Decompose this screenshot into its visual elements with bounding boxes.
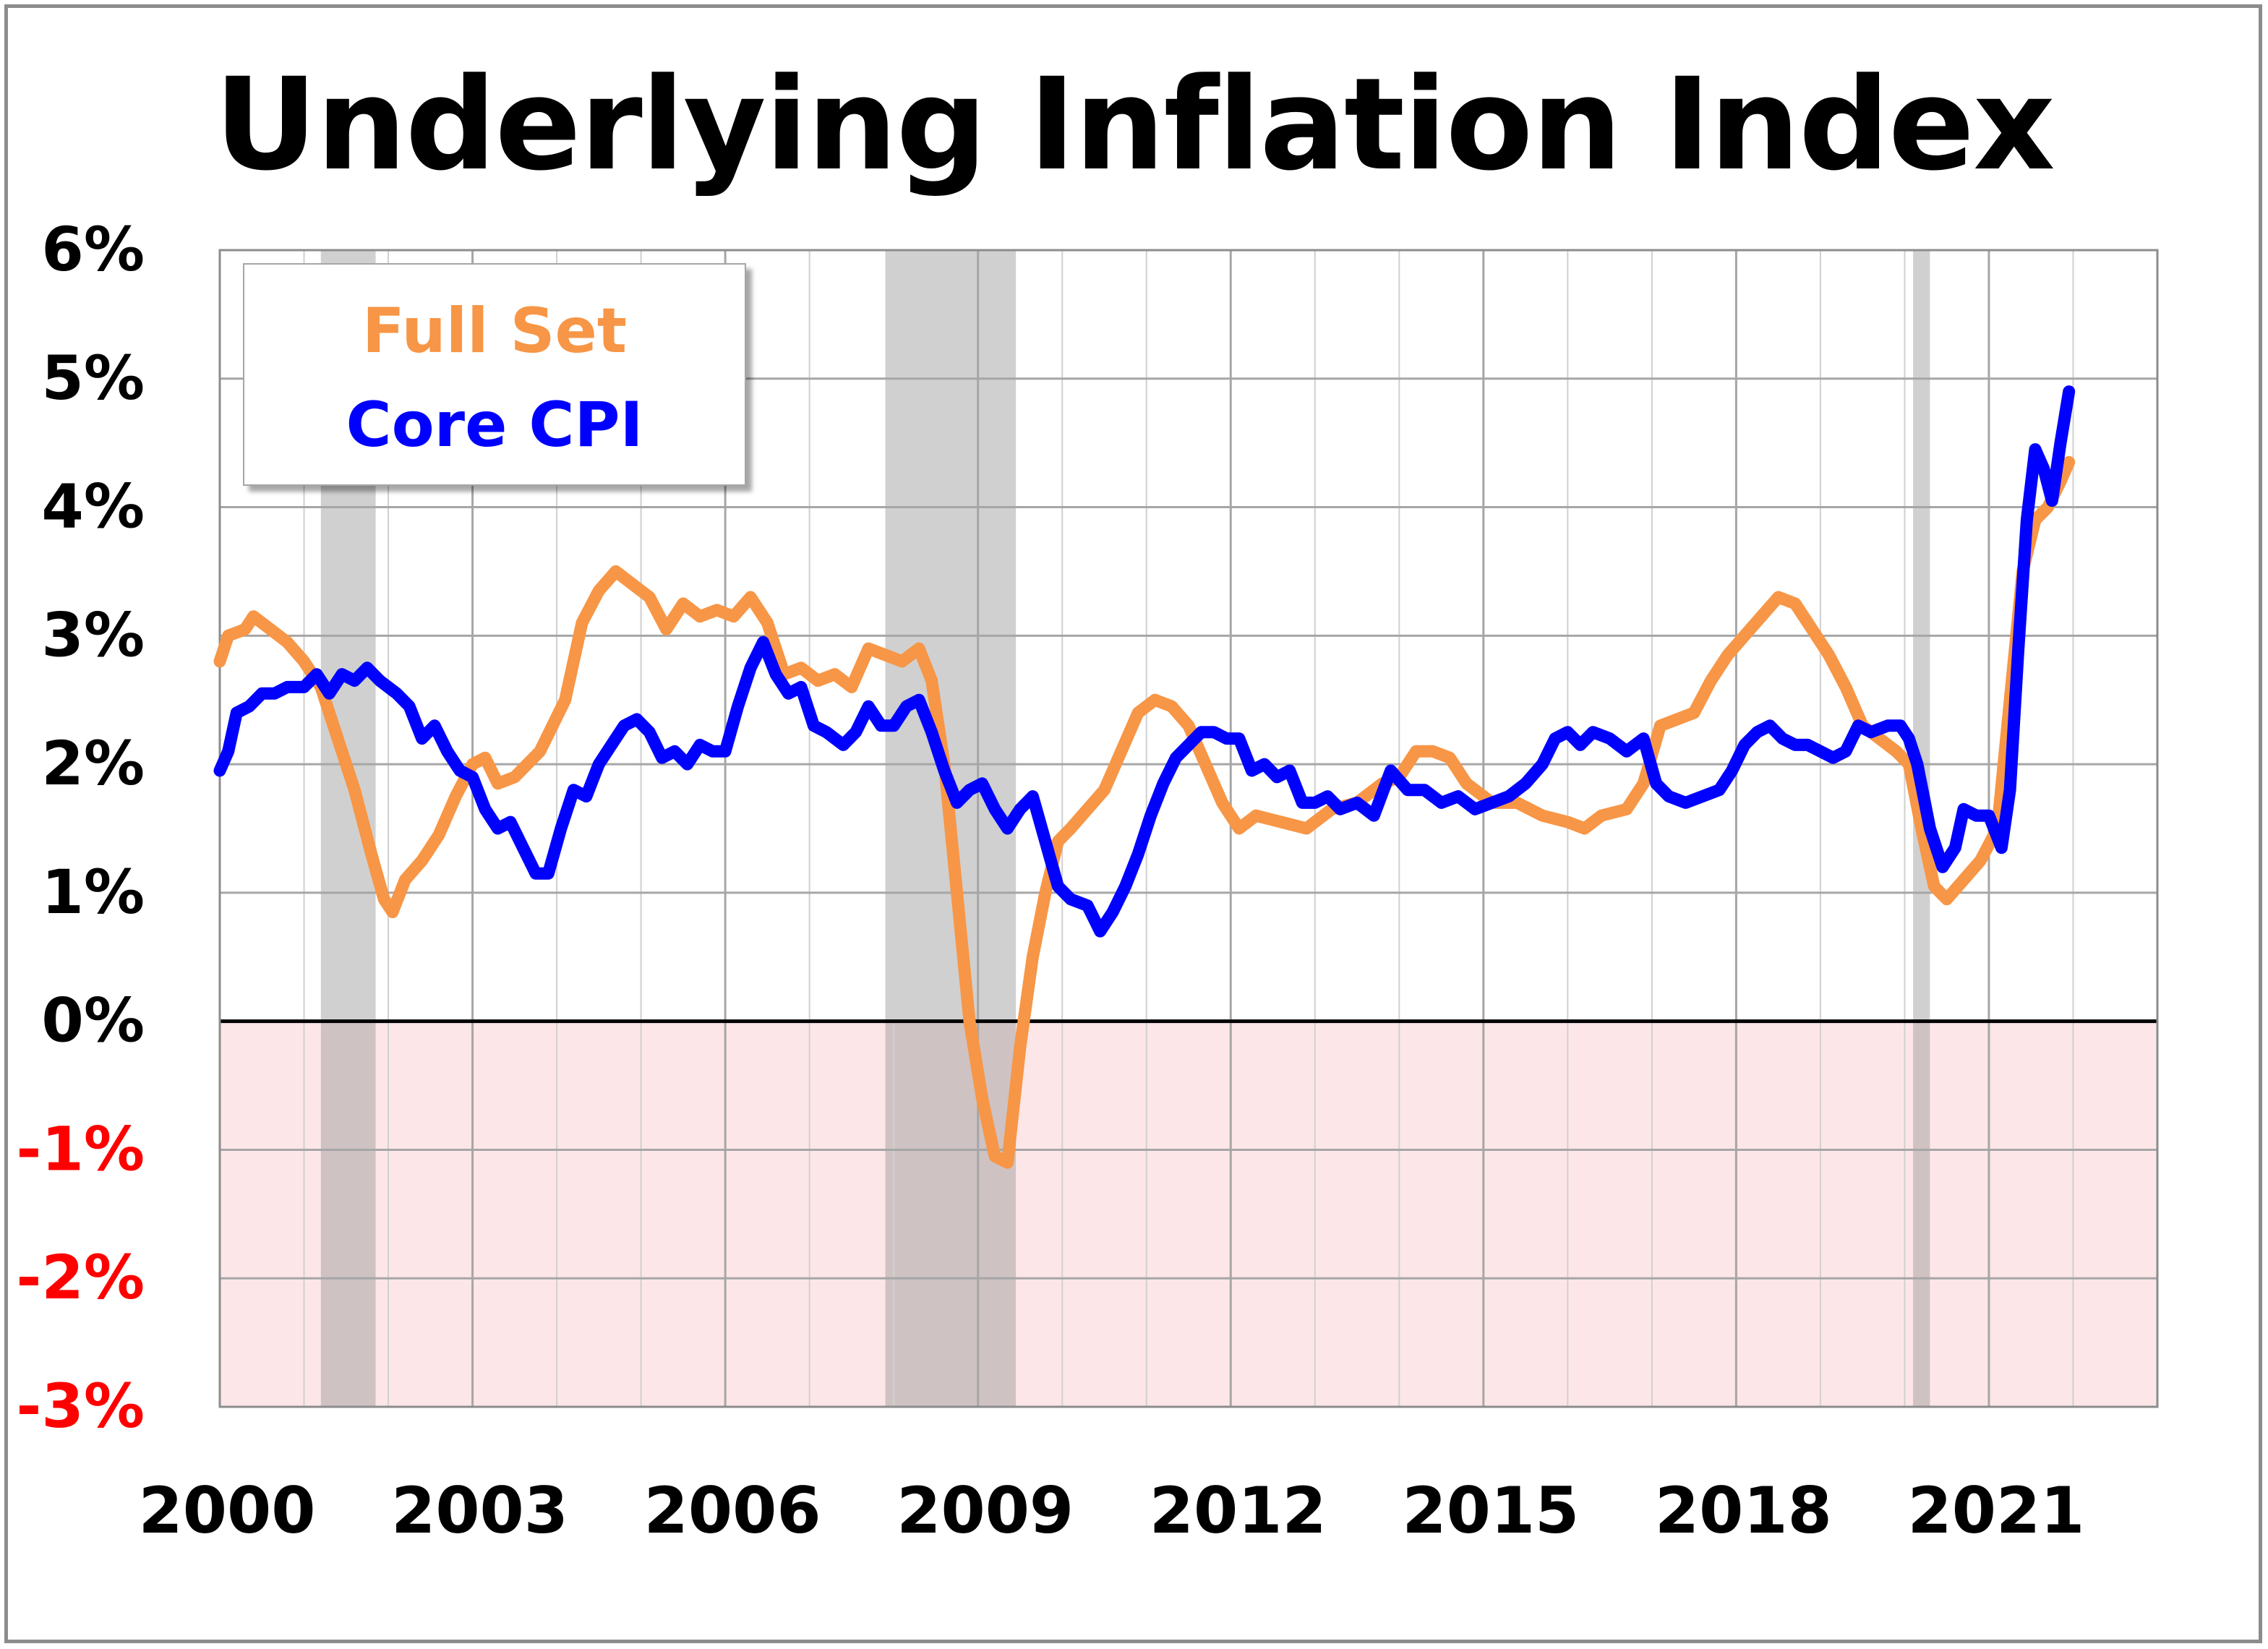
legend: Full Set Core CPI	[243, 263, 746, 486]
x-axis-ticks: 2000 2003 2006 2009 2012 2015 2018 2021	[139, 1473, 2085, 1548]
y-tick-label: 5%	[41, 343, 145, 414]
x-tick-label: 2003	[391, 1473, 568, 1548]
y-axis-ticks: 6% 5% 4% 3% 2% 1% 0% -1% -2% -3%	[17, 214, 145, 1442]
x-tick-label: 2000	[139, 1473, 316, 1548]
x-tick-label: 2006	[644, 1473, 821, 1548]
y-tick-label: -1%	[17, 1113, 145, 1184]
x-tick-label: 2015	[1402, 1473, 1579, 1548]
y-tick-label: -3%	[17, 1371, 145, 1442]
x-tick-label: 2009	[896, 1473, 1074, 1548]
y-tick-label: -2%	[17, 1242, 145, 1313]
y-tick-label: 1%	[41, 857, 145, 928]
y-tick-label: 0%	[41, 985, 145, 1056]
y-tick-label: 6%	[41, 214, 145, 285]
series-line-core-cpi	[213, 385, 2076, 938]
negative-region	[220, 1021, 2157, 1407]
y-tick-label: 4%	[41, 471, 145, 542]
grid-lines	[218, 249, 2159, 1408]
x-tick-label: 2021	[1907, 1473, 2084, 1548]
legend-entry-full-set: Full Set	[362, 295, 627, 367]
plot-border	[218, 249, 2159, 1408]
y-tick-label: 3%	[41, 599, 145, 670]
series-line-full-set	[213, 455, 2076, 1169]
x-tick-label: 2012	[1150, 1473, 1327, 1548]
x-tick-label: 2018	[1655, 1473, 1832, 1548]
chart-title: Underlying Inflation Index	[214, 51, 2055, 199]
y-tick-label: 2%	[41, 728, 145, 799]
series-lines	[213, 385, 2076, 1169]
legend-entry-core-cpi: Core CPI	[346, 389, 643, 461]
